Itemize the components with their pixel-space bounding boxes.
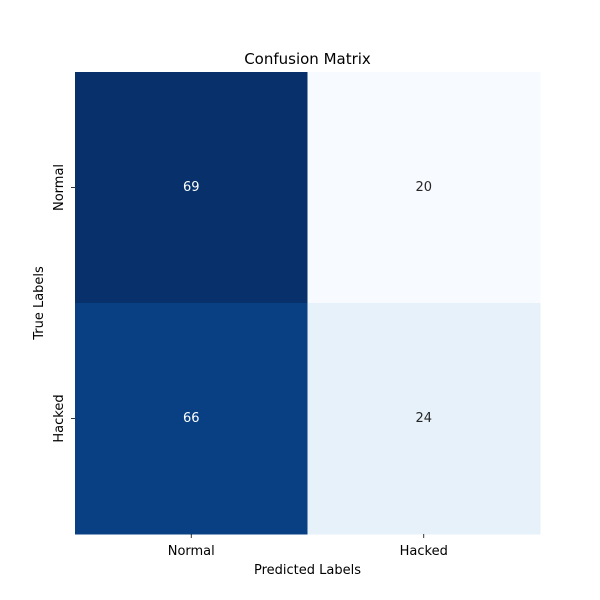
cell-value-r1-c1: 24 — [415, 411, 432, 426]
y-tick-label-1: Hacked — [52, 394, 67, 442]
cell-value-r0-c0: 69 — [183, 180, 200, 195]
x-axis-label: Predicted Labels — [254, 563, 361, 578]
y-axis: Normal Hacked — [52, 164, 75, 443]
heatmap-cells — [75, 72, 541, 535]
cell-value-r1-c0: 66 — [183, 411, 200, 426]
heatmap-cell-r1-c0 — [75, 303, 308, 535]
x-tick-label-0: Normal — [168, 544, 215, 559]
y-axis-label: True Labels — [32, 266, 47, 341]
heatmap-cell-r1-c1 — [307, 303, 541, 535]
chart-title: Confusion Matrix — [244, 50, 371, 68]
heatmap-cell-r0-c1 — [307, 72, 541, 304]
heatmap-cell-r0-c0 — [75, 72, 308, 304]
cell-labels: 69 20 66 24 — [183, 180, 432, 426]
cell-value-r0-c1: 20 — [415, 180, 432, 195]
x-tick-label-1: Hacked — [400, 544, 448, 559]
x-axis: Normal Hacked — [168, 534, 448, 559]
y-tick-label-0: Normal — [52, 164, 67, 211]
